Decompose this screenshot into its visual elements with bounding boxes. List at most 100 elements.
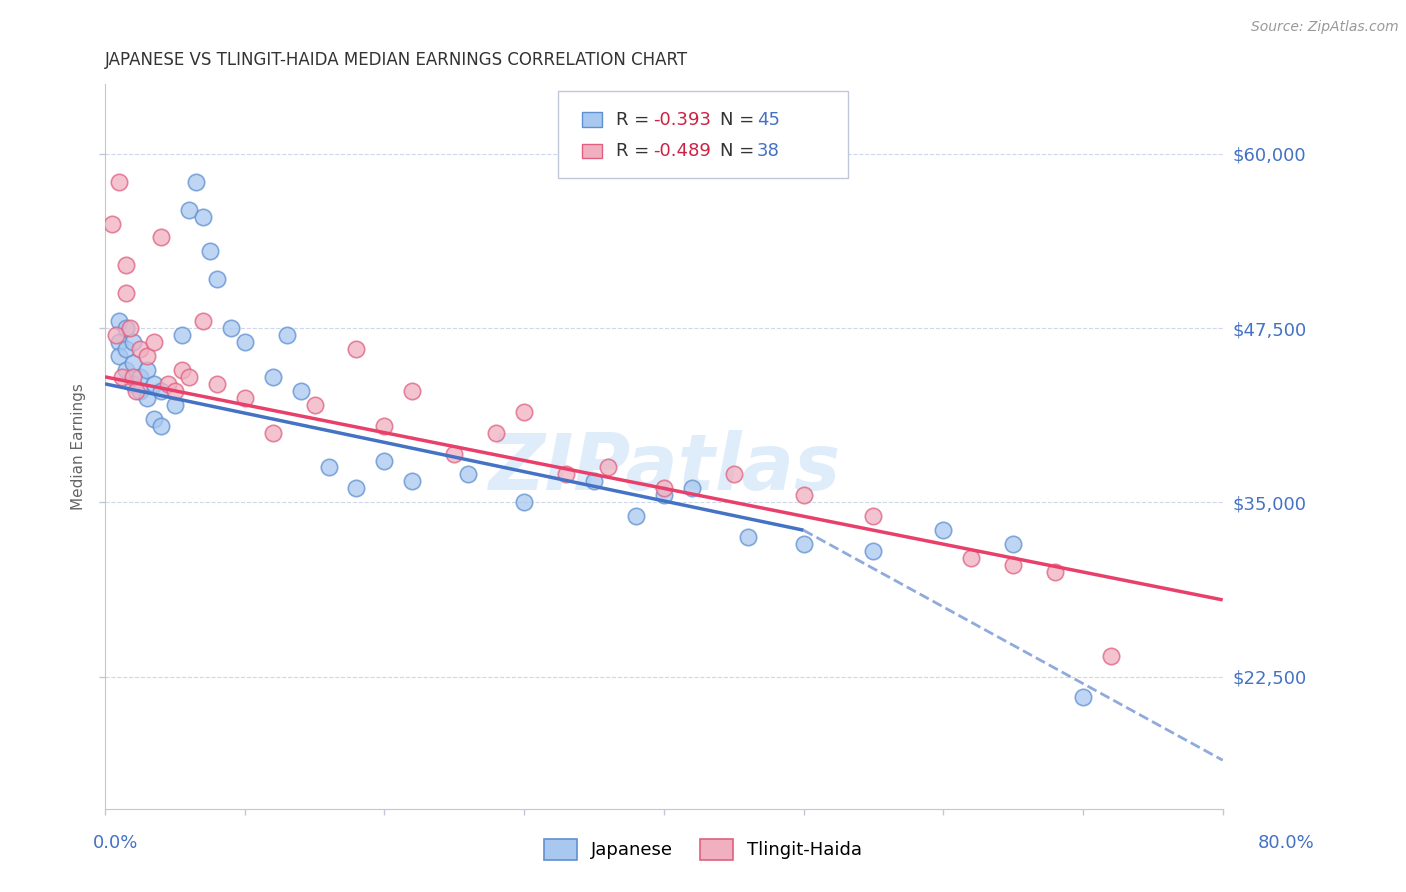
Point: [485, 425, 508, 440]
Point: [457, 467, 479, 482]
Point: [1002, 537, 1025, 551]
Point: [652, 482, 675, 496]
Point: [219, 321, 242, 335]
Point: [1099, 648, 1122, 663]
Point: [346, 482, 368, 496]
Point: [135, 349, 157, 363]
Y-axis label: Median Earnings: Median Earnings: [72, 384, 86, 510]
Point: [276, 328, 298, 343]
Point: [793, 488, 815, 502]
Point: [163, 384, 186, 398]
Text: 38: 38: [756, 142, 779, 160]
Point: [135, 391, 157, 405]
FancyBboxPatch shape: [582, 112, 602, 127]
Point: [596, 460, 619, 475]
Text: 80.0%: 80.0%: [1258, 834, 1315, 852]
Point: [115, 286, 138, 301]
Text: ZIPatlas: ZIPatlas: [488, 430, 839, 507]
Point: [401, 475, 423, 489]
Text: N =: N =: [720, 142, 759, 160]
Point: [191, 314, 214, 328]
Text: R =: R =: [616, 142, 655, 160]
Point: [373, 453, 395, 467]
Point: [122, 376, 145, 391]
Point: [101, 217, 124, 231]
FancyBboxPatch shape: [558, 91, 848, 178]
Point: [129, 342, 152, 356]
Point: [346, 342, 368, 356]
Point: [142, 376, 165, 391]
Point: [793, 537, 815, 551]
Point: [149, 418, 172, 433]
Point: [624, 509, 647, 524]
Point: [129, 384, 152, 398]
Point: [555, 467, 578, 482]
Point: [184, 175, 207, 189]
Point: [198, 244, 221, 259]
Point: [105, 328, 128, 343]
Text: JAPANESE VS TLINGIT-HAIDA MEDIAN EARNINGS CORRELATION CHART: JAPANESE VS TLINGIT-HAIDA MEDIAN EARNING…: [105, 51, 688, 69]
Point: [318, 460, 340, 475]
Text: Source: ZipAtlas.com: Source: ZipAtlas.com: [1251, 20, 1399, 34]
Point: [582, 475, 605, 489]
Point: [122, 334, 145, 349]
Point: [401, 384, 423, 398]
Point: [129, 369, 152, 384]
Point: [177, 369, 200, 384]
Text: -0.489: -0.489: [652, 142, 710, 160]
Point: [205, 376, 228, 391]
Point: [304, 398, 326, 412]
Text: N =: N =: [720, 111, 759, 128]
Point: [120, 321, 142, 335]
Point: [108, 314, 131, 328]
Point: [262, 425, 284, 440]
Point: [932, 523, 955, 537]
Text: 45: 45: [756, 111, 779, 128]
Point: [108, 349, 131, 363]
Point: [170, 363, 193, 377]
Point: [1002, 558, 1025, 572]
Point: [115, 342, 138, 356]
Point: [149, 230, 172, 244]
Point: [108, 334, 131, 349]
Text: -0.393: -0.393: [652, 111, 710, 128]
Text: 0.0%: 0.0%: [93, 834, 138, 852]
Point: [191, 210, 214, 224]
Point: [373, 418, 395, 433]
Point: [142, 334, 165, 349]
Point: [115, 363, 138, 377]
Point: [149, 384, 172, 398]
Point: [1043, 565, 1066, 579]
Point: [862, 544, 884, 558]
Point: [233, 334, 256, 349]
Point: [163, 398, 186, 412]
Point: [862, 509, 884, 524]
Point: [142, 411, 165, 425]
Point: [681, 482, 703, 496]
Point: [177, 202, 200, 217]
FancyBboxPatch shape: [582, 144, 602, 158]
Point: [125, 384, 148, 398]
Point: [443, 446, 465, 460]
Point: [156, 376, 179, 391]
Point: [1071, 690, 1094, 705]
Point: [652, 488, 675, 502]
Point: [960, 551, 983, 566]
Point: [233, 391, 256, 405]
Point: [115, 258, 138, 272]
Point: [170, 328, 193, 343]
Point: [115, 321, 138, 335]
Point: [111, 369, 134, 384]
Point: [513, 495, 536, 509]
Point: [737, 530, 759, 544]
Point: [108, 175, 131, 189]
Point: [723, 467, 745, 482]
Point: [135, 363, 157, 377]
Text: R =: R =: [616, 111, 655, 128]
Point: [262, 369, 284, 384]
Legend: Japanese, Tlingit-Haida: Japanese, Tlingit-Haida: [537, 831, 869, 867]
Point: [290, 384, 312, 398]
Point: [205, 272, 228, 286]
Point: [122, 369, 145, 384]
Point: [122, 356, 145, 370]
